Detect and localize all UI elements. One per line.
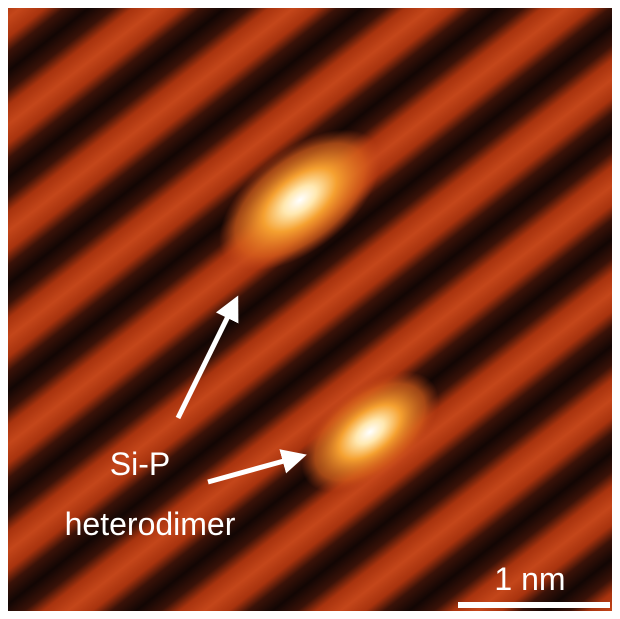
stm-image: Si-P heterodimer 1 nm: [0, 0, 620, 619]
label: heterodimer: [65, 506, 236, 542]
scale-label: 1 nm: [494, 561, 565, 597]
label: Si-P: [110, 446, 170, 482]
